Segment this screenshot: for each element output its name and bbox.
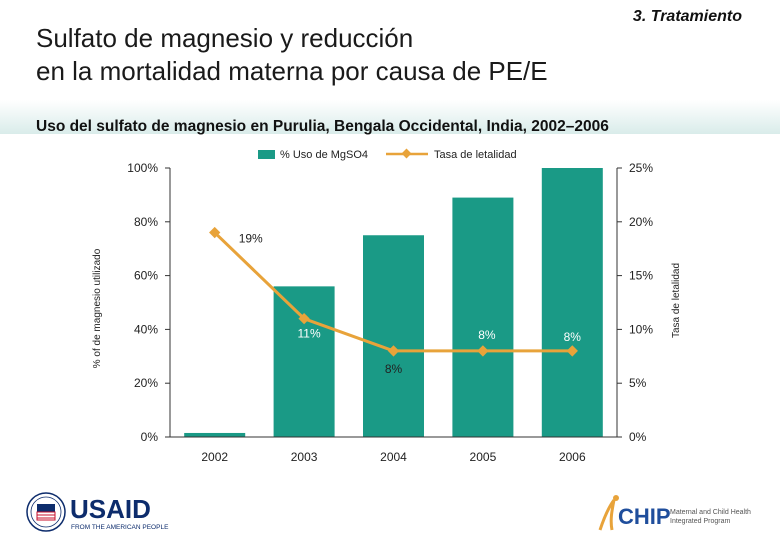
page-title: Sulfato de magnesio y reducción en la mo… (36, 22, 756, 88)
y-left-tick-label: 60% (134, 269, 158, 283)
legend-label-bar: % Uso de MgSO4 (280, 149, 368, 161)
mchip-line-1: Maternal and Child Health (670, 509, 751, 516)
legend: % Uso de MgSO4 Tasa de letalidad (258, 148, 517, 161)
letalidad-label-2006: 8% (564, 330, 582, 344)
y-left-tick-label: 80% (134, 215, 158, 229)
bars-layer (184, 168, 603, 437)
section-tag: 3. Tratamiento (632, 8, 742, 25)
legend-swatch-bar (258, 150, 275, 159)
usaid-tagline: FROM THE AMERICAN PEOPLE (71, 524, 169, 531)
line-layer: 19% 11% 8% 8% 8% (209, 226, 582, 376)
y-left-tick-label: 0% (141, 430, 159, 444)
axes-layer: 0% 20% 40% 60% 80% 100% 0% 5% 10% 15% 20% 25% 2002 20… (92, 161, 682, 464)
combo-chart: 19% 11% 8% 8% 8% 0% 20% 40% 60% 80% 100% 0% 5% 10% 15… (92, 148, 682, 464)
letalidad-point-2006 (566, 345, 578, 357)
y-right-tick-label: 15% (629, 269, 653, 283)
y-left-tick-label: 100% (127, 161, 158, 175)
bar-2003 (273, 286, 335, 437)
letalidad-point-2003 (298, 312, 310, 325)
letalidad-point-2004 (387, 345, 400, 357)
letalidad-label-2002: 19% (239, 232, 263, 246)
bar-2004 (363, 235, 424, 437)
letalidad-label-2005: 8% (478, 328, 496, 342)
header-band (0, 100, 780, 134)
chart-subtitle: Uso del sulfato de magnesio en Purulia, … (36, 118, 609, 135)
title-line-1: Sulfato de magnesio y reducción (36, 23, 414, 53)
usaid-wordmark: USAID (70, 494, 151, 524)
x-tick-label-2005: 2005 (470, 450, 497, 464)
legend-marker-line (401, 148, 412, 159)
y-left-axis-title: % of de magnesio utilizado (92, 248, 103, 368)
bar-2005 (452, 197, 514, 437)
mchip-line-2: Integrated Program (670, 518, 730, 525)
y-right-tick-label: 10% (629, 322, 653, 336)
bar-2006 (541, 168, 603, 437)
y-right-tick-label: 20% (629, 215, 653, 229)
x-tick-label-2006: 2006 (559, 450, 586, 464)
letalidad-point-2005 (477, 345, 489, 357)
x-tick-label-2004: 2004 (380, 450, 407, 464)
mchip-figure-icon (598, 499, 616, 531)
letalidad-point-2002 (209, 226, 221, 239)
x-tick-label-2003: 2003 (291, 450, 318, 464)
usaid-seal-icon (26, 492, 66, 532)
letalidad-label-2003: 11% (298, 327, 321, 341)
mchip-logo: CHIP Maternal and Child Health Integrate… (596, 490, 766, 539)
legend-label-line: Tasa de letalidad (434, 149, 517, 161)
y-right-tick-label: 5% (629, 376, 647, 390)
bar-2002 (184, 432, 246, 437)
x-tick-label-2002: 2002 (201, 450, 228, 464)
y-right-tick-label: 25% (629, 161, 653, 175)
y-left-tick-label: 40% (134, 322, 158, 336)
title-line-2: en la mortalidad materna por causa de PE… (36, 56, 548, 86)
usaid-logo: USAID FROM THE AMERICAN PEOPLE (24, 490, 184, 539)
mchip-wordmark: CHIP (618, 504, 671, 529)
y-right-axis-title: Tasa de letalidad (671, 263, 682, 338)
letalidad-label-2004: 8% (385, 362, 403, 376)
y-right-tick-label: 0% (629, 430, 647, 444)
y-left-tick-label: 20% (134, 376, 158, 390)
